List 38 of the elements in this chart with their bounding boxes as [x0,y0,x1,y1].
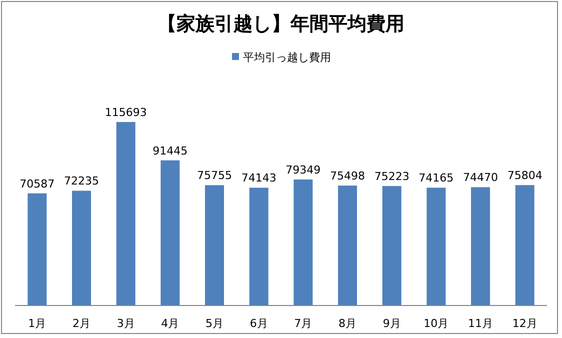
x-tick-label: 2月 [72,317,90,330]
x-tick-label: 3月 [116,317,135,330]
data-label: 74165 [418,172,454,185]
chart-title: 【家族引越し】年間平均費用 [158,13,404,35]
bar [515,185,534,305]
bar [28,193,47,305]
x-tick-label: 12月 [512,317,538,330]
bar [471,187,490,305]
data-label: 74470 [463,171,498,184]
data-label: 75498 [330,170,365,183]
data-label: 74143 [241,172,276,185]
legend-label: 平均引っ越し費用 [243,51,331,64]
bar [160,160,180,305]
x-tick-label: 5月 [206,317,224,330]
bar [294,179,313,305]
bar [426,188,446,305]
bar [116,122,136,305]
x-tick-label: 4月 [161,317,180,330]
data-label: 75223 [374,170,410,184]
data-label: 91445 [152,144,188,158]
data-label: 75804 [507,169,542,182]
data-label: 75755 [197,169,232,182]
x-tick-label: 1月 [28,317,46,330]
bar [205,185,224,305]
data-label: 72235 [64,174,99,188]
data-label: 70587 [20,177,55,190]
x-tick-label: 9月 [382,317,401,330]
x-tick-label: 8月 [338,317,356,330]
x-tick-label: 7月 [294,317,312,330]
data-label: 115693 [104,106,147,119]
x-tick-label: 6月 [250,317,268,330]
bar [338,186,357,305]
x-tick-label: 11月 [468,317,493,330]
bar [72,190,91,305]
bar [382,186,402,305]
bar [249,188,268,305]
x-tick-label: 10月 [424,317,449,330]
data-label: 79349 [286,163,321,176]
